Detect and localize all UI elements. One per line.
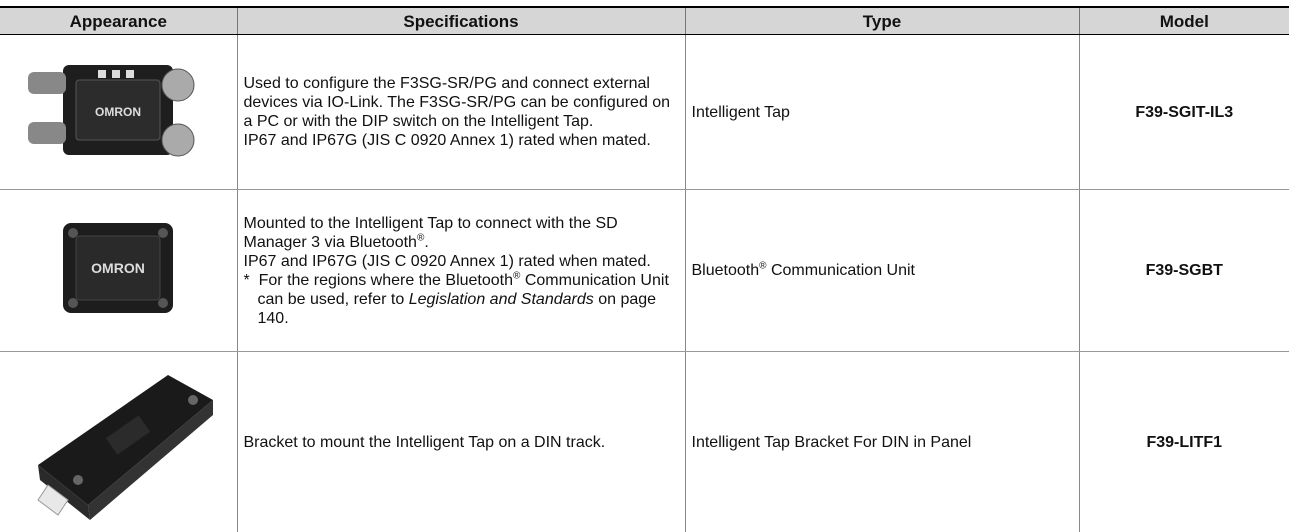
- spec-text: .: [424, 234, 428, 251]
- header-cell: Type: [685, 7, 1079, 35]
- spec-text: IP67 and IP67G (JIS C 0920 Annex 1) rate…: [244, 252, 679, 271]
- type-text: Intelligent Tap Bracket For DIN in Panel: [692, 434, 972, 451]
- spec-text: Used to configure the F3SG-SR/PG and con…: [244, 74, 679, 131]
- type-text: Bluetooth: [692, 262, 760, 279]
- product-image: OMRON: [48, 208, 188, 328]
- model-cell: F39-SGBT: [1079, 190, 1289, 352]
- type-cell: Intelligent Tap Bracket For DIN in Panel: [685, 352, 1079, 532]
- spec-text: IP67 and IP67G (JIS C 0920 Annex 1) rate…: [244, 131, 679, 150]
- type-text: Communication Unit: [771, 262, 915, 279]
- header-row: Appearance Specifications Type Model: [0, 7, 1289, 35]
- type-text: Intelligent Tap: [692, 104, 790, 121]
- note-mark: *: [244, 272, 250, 289]
- spec-note: * For the regions where the Bluetooth® C…: [244, 271, 679, 328]
- spec-text: Mounted to the Intelligent Tap to connec…: [244, 215, 618, 251]
- header-cell: Specifications: [237, 7, 685, 35]
- row: OMRON Mounted to the Intelligent Tap to …: [0, 190, 1289, 352]
- note-reference: Legislation and Standards: [409, 291, 594, 308]
- product-image: OMRON: [18, 40, 218, 180]
- svg-text:OMRON: OMRON: [91, 260, 145, 276]
- spec-paragraph: Mounted to the Intelligent Tap to connec…: [244, 214, 679, 252]
- product-table: Appearance Specifications Type Model OMR…: [0, 6, 1289, 532]
- type-cell: Bluetooth® Communication Unit: [685, 190, 1079, 352]
- appearance-cell: OMRON: [0, 190, 237, 352]
- model-cell: F39-SGIT-IL3: [1079, 35, 1289, 190]
- appearance-cell: [0, 352, 237, 532]
- type-cell: Intelligent Tap: [685, 35, 1079, 190]
- row: OMRON Used to configure the F3SG-SR/PG a…: [0, 35, 1289, 190]
- appearance-cell: OMRON: [0, 35, 237, 190]
- row: Bracket to mount the Intelligent Tap on …: [0, 352, 1289, 532]
- svg-text:OMRON: OMRON: [95, 105, 141, 119]
- registered-mark: ®: [513, 270, 520, 281]
- header-cell: Appearance: [0, 7, 237, 35]
- specifications-cell: Bracket to mount the Intelligent Tap on …: [237, 352, 685, 532]
- spec-text: Bracket to mount the Intelligent Tap on …: [244, 433, 679, 452]
- note-text: For the regions where the Bluetooth: [259, 272, 513, 289]
- header-cell: Model: [1079, 7, 1289, 35]
- specifications-cell: Mounted to the Intelligent Tap to connec…: [237, 190, 685, 352]
- specifications-cell: Used to configure the F3SG-SR/PG and con…: [237, 35, 685, 190]
- model-cell: F39-LITF1: [1079, 352, 1289, 532]
- product-image: [18, 355, 218, 525]
- registered-mark: ®: [759, 261, 766, 272]
